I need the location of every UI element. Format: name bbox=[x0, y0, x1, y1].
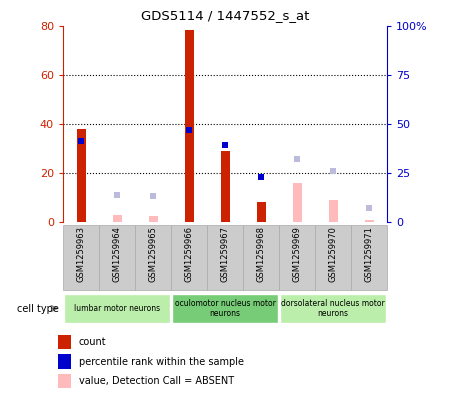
Bar bbox=[171, 225, 207, 290]
Bar bbox=[220, 151, 230, 222]
Bar bbox=[184, 30, 194, 222]
Bar bbox=[315, 225, 351, 290]
Bar bbox=[63, 225, 99, 290]
Text: GSM1259967: GSM1259967 bbox=[220, 226, 230, 282]
Title: GDS5114 / 1447552_s_at: GDS5114 / 1447552_s_at bbox=[141, 9, 309, 22]
Bar bbox=[135, 225, 171, 290]
Bar bbox=[172, 294, 278, 323]
Bar bbox=[58, 374, 71, 388]
Text: value, Detection Call = ABSENT: value, Detection Call = ABSENT bbox=[79, 376, 234, 386]
Text: lumbar motor neurons: lumbar motor neurons bbox=[74, 304, 160, 313]
Bar bbox=[64, 294, 170, 323]
Bar bbox=[58, 335, 71, 349]
Text: GSM1259969: GSM1259969 bbox=[292, 226, 302, 282]
Bar bbox=[256, 202, 266, 222]
Bar bbox=[279, 225, 315, 290]
Text: GSM1259965: GSM1259965 bbox=[148, 226, 157, 282]
Bar bbox=[207, 225, 243, 290]
Text: GSM1259966: GSM1259966 bbox=[184, 226, 194, 282]
Text: GSM1259963: GSM1259963 bbox=[76, 226, 86, 282]
Bar bbox=[351, 225, 387, 290]
Bar bbox=[243, 225, 279, 290]
Text: GSM1259971: GSM1259971 bbox=[364, 226, 373, 282]
Text: GSM1259968: GSM1259968 bbox=[256, 226, 266, 282]
Bar bbox=[148, 216, 157, 222]
Bar bbox=[58, 354, 71, 369]
Text: percentile rank within the sample: percentile rank within the sample bbox=[79, 356, 244, 367]
Text: GSM1259970: GSM1259970 bbox=[328, 226, 338, 282]
Text: GSM1259964: GSM1259964 bbox=[112, 226, 122, 282]
Text: count: count bbox=[79, 337, 107, 347]
Text: cell type: cell type bbox=[17, 303, 58, 314]
Bar bbox=[328, 200, 338, 222]
Bar bbox=[99, 225, 135, 290]
Text: oculomotor nucleus motor
neurons: oculomotor nucleus motor neurons bbox=[175, 299, 275, 318]
Text: dorsolateral nucleus motor
neurons: dorsolateral nucleus motor neurons bbox=[281, 299, 385, 318]
Bar bbox=[76, 129, 86, 222]
Bar bbox=[292, 183, 302, 222]
Bar bbox=[112, 215, 122, 222]
Bar bbox=[280, 294, 386, 323]
Bar bbox=[364, 220, 373, 222]
